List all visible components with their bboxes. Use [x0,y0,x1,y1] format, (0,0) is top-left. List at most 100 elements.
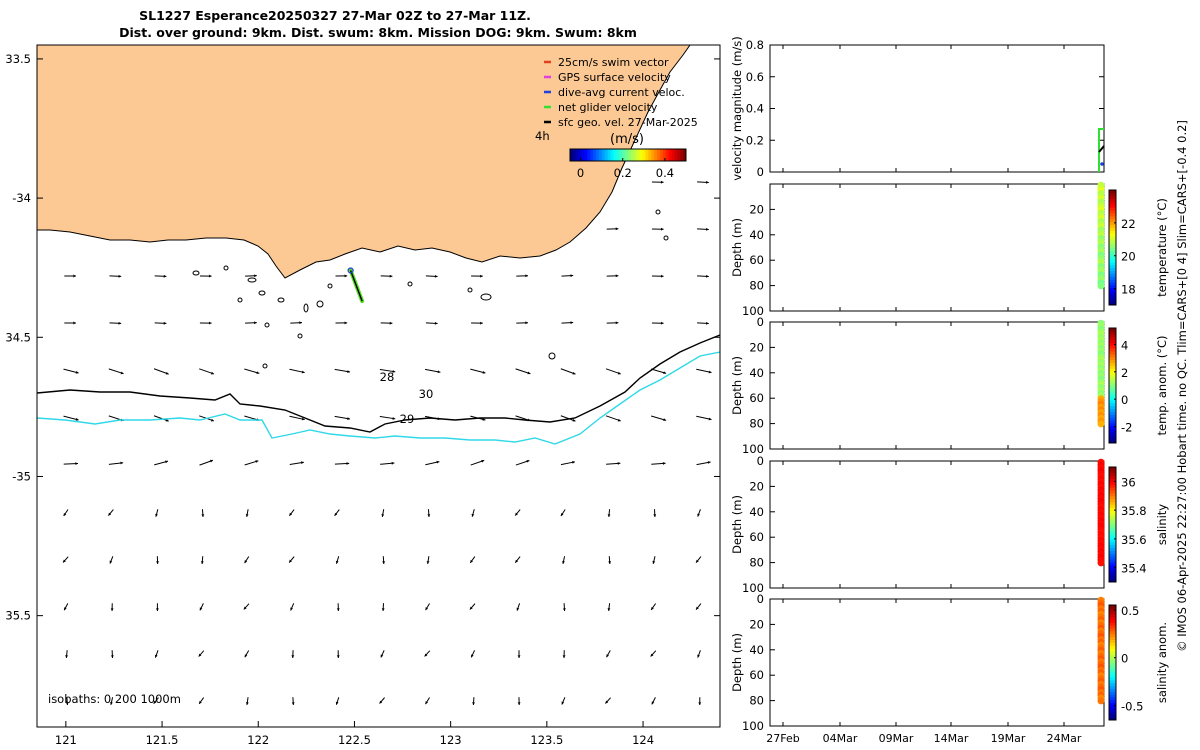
velocity-arrow-head [617,461,621,465]
panel-colorbar-cell [1109,518,1116,523]
panel-colorbar-cell [1109,656,1116,661]
map-panel: SL1227 Esperance20250327 27-Mar 02Z to 2… [5,8,721,747]
velocity-arrow-head [110,608,114,611]
velocity-arrow-head [427,514,431,517]
velocity-arrow-head [64,607,67,611]
map-frame [36,44,721,728]
panel-colorbar-cell [1109,345,1116,349]
velocity-arrow-head [652,560,656,564]
velocity-arrow-head [290,607,293,611]
speed-colorbar-cell [659,149,664,161]
speed-colorbar-cell [607,149,612,161]
panel-colorbar-cell [1109,717,1116,721]
speed-colorbar-cell [665,149,670,161]
panel-colorbar-tick-label: 22 [1121,217,1136,231]
panel-colorbar-cell [1109,261,1116,266]
velocity-arrow-head [63,512,67,516]
panel-colorbar-cell [1109,336,1116,340]
panel-colorbar-cell [1109,668,1116,672]
panel-colorbar-cell [1109,610,1116,615]
velocity-arrow-head [380,654,384,658]
panel-colorbar-cell [1109,544,1116,548]
panel-colorbar-label: salinity [1155,504,1169,545]
panel-colorbar-cell [1109,538,1116,543]
panel-colorbar-cell [1109,556,1116,560]
legend-entry: net glider velocity [558,101,658,114]
panel-colorbar-tick-label: 20 [1121,250,1136,264]
velocity-arrow-head [696,606,699,610]
panel-colorbar-cell [1109,279,1116,283]
velocity-arrow-head [210,418,214,422]
panel-colorbar-cell [1109,388,1116,392]
panel-colorbar-cell [1109,607,1116,612]
velocity-arrow-head [615,227,619,231]
panel-colorbar-cell [1109,576,1116,580]
panel-colorbar-cell [1109,391,1116,395]
time-xtick-label: 27Feb [766,732,799,745]
velocity-arrow-head [245,514,249,517]
velocity-arrow-head [562,560,565,564]
velocity-arrow-head [336,608,340,611]
isobath-1000m [37,351,720,445]
dive-avg-current-point [1100,162,1104,166]
velocity-arrow-head [156,561,159,564]
panel-colorbar-cell [1109,570,1116,574]
panel-colorbar-cell [1109,339,1116,343]
panel-colorbar-label: temperature (°C) [1155,198,1169,297]
velocity-arrow-head [65,702,69,705]
panel-colorbar-cell [1109,671,1116,675]
panel-frame [769,183,1105,312]
panel-colorbar-label: temp. anom. (°C) [1155,335,1169,435]
panel-colorbar-cell [1109,541,1116,546]
velocity-arrow-head [344,274,348,278]
panel-colorbar-cell [1109,498,1116,502]
velocity-arrow-head [198,653,202,657]
panel-ytick-label: 60 [749,530,764,544]
speed-colorbar-cell [648,149,652,161]
velocity-arrow-head [346,462,350,465]
velocity-arrow-head [347,417,351,420]
velocity-arrow-head [291,702,295,705]
panel-colorbar-cell [1109,674,1116,678]
panel-colorbar-cell [1109,259,1116,263]
panel-5: 0 20 40 60 80 100 Depth (m) -0.5 0 0.5 salinity an… [730,592,1169,733]
velocity-arrow-head [163,321,167,325]
panel-colorbar-cell [1109,475,1116,479]
map-xtick-label: 123 [440,733,462,747]
panel-colorbar-cell [1109,425,1116,430]
panel-colorbar-cell [1109,414,1116,418]
velocity-arrow-head [606,654,610,658]
panel-ylabel: Depth (m) [730,356,744,415]
map-content: 28 30 29 isobaths: 0 200 1000m [37,45,720,706]
speed-colorbar-cell [625,149,629,161]
velocity-arrow-head [562,608,566,611]
time-xtick-label: 19Mar [991,732,1026,745]
panel-ytick-label: 100 [742,442,764,456]
panel-ytick-label: 100 [742,719,764,733]
panel-colorbar-cell [1109,190,1116,194]
panel-colorbar-cell [1109,299,1116,303]
panel-colorbar-cell [1109,510,1116,514]
time-xtick-label: 09Mar [879,732,914,745]
velocity-arrow-head [153,700,157,704]
speed-colorbar-cell [604,149,609,161]
panel-ytick-label: 20 [749,617,764,631]
map-ytick-label: -34 [12,191,31,205]
speed-colorbar-cell [575,149,580,161]
panel-ytick-label: 100 [742,304,764,318]
velocity-arrow-head [434,321,438,325]
map-ytick-label: -35 [12,469,31,483]
panel-ytick-label: 80 [749,279,764,293]
panel-ylabel: velocity magnitude (m/s) [730,36,744,181]
panel-colorbar-cell [1109,399,1116,404]
velocity-arrow-head [301,461,304,465]
panel-colorbar-cell [1109,348,1116,352]
velocity-arrow-head [392,369,396,373]
legend-entry: dive-avg current veloc. [558,86,685,99]
velocity-arrow-head [707,461,711,464]
velocity-arrow-head [426,561,430,564]
panel-colorbar-cell [1109,550,1116,554]
panel-colorbar-cell [1109,296,1116,300]
velocity-arrow-head [470,559,473,563]
